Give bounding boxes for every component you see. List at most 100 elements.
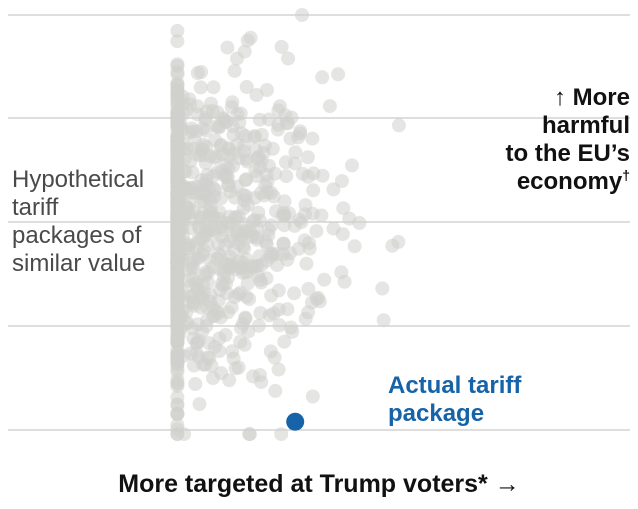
simulated-annotation-line: tariff bbox=[12, 194, 59, 221]
simulated-point bbox=[170, 141, 185, 155]
simulated-point bbox=[183, 180, 198, 195]
simulated-point bbox=[251, 205, 266, 220]
simulated-point bbox=[200, 275, 215, 290]
y-annotation-line: harmful bbox=[541, 112, 630, 139]
simulated-point bbox=[187, 141, 202, 156]
simulated-point bbox=[170, 88, 185, 103]
simulated-point bbox=[280, 302, 295, 317]
simulated-point bbox=[184, 124, 199, 139]
simulated-point bbox=[299, 256, 314, 271]
simulated-point bbox=[288, 145, 303, 160]
simulated-point bbox=[287, 286, 302, 301]
simulated-point bbox=[258, 138, 272, 153]
simulated-point bbox=[301, 169, 316, 184]
simulated-point bbox=[347, 239, 362, 254]
simulated-point bbox=[214, 366, 229, 381]
simulated-point bbox=[248, 163, 263, 178]
simulated-point bbox=[239, 80, 254, 94]
simulated-point bbox=[170, 23, 185, 38]
simulated-point bbox=[253, 306, 268, 320]
simulated-point bbox=[196, 286, 211, 301]
simulated-point bbox=[199, 222, 214, 237]
simulated-point bbox=[232, 115, 247, 130]
simulated-point bbox=[277, 208, 292, 223]
simulated-annotation-line: packages of bbox=[12, 222, 142, 249]
simulated-point bbox=[222, 219, 237, 233]
simulated-point bbox=[264, 218, 279, 233]
x-axis-label: More targeted at Trump voters* → bbox=[118, 470, 520, 498]
simulated-point bbox=[170, 281, 185, 296]
simulated-point bbox=[170, 174, 185, 189]
simulated-point bbox=[352, 216, 367, 230]
simulated-point bbox=[247, 190, 262, 205]
simulated-point bbox=[305, 389, 320, 404]
simulated-point bbox=[277, 334, 292, 349]
actual-point bbox=[286, 412, 305, 431]
simulated-point bbox=[235, 265, 250, 280]
simulated-point bbox=[277, 194, 292, 209]
simulated-point bbox=[192, 397, 207, 412]
simulated-point bbox=[190, 66, 205, 80]
simulated-point bbox=[266, 306, 281, 321]
simulated-point bbox=[322, 99, 337, 114]
simulated-point bbox=[233, 285, 248, 300]
simulated-point bbox=[241, 324, 256, 339]
dagger-mark: † bbox=[622, 167, 630, 183]
simulated-point bbox=[315, 70, 330, 85]
simulated-point bbox=[375, 281, 390, 296]
simulated-point bbox=[336, 201, 351, 216]
y-annotation-word: economy bbox=[516, 168, 623, 195]
simulated-point bbox=[312, 294, 327, 309]
simulated-point bbox=[225, 344, 240, 359]
simulated-point bbox=[176, 106, 191, 121]
simulated-point bbox=[345, 158, 359, 173]
simulated-point bbox=[240, 154, 255, 169]
simulated-point bbox=[170, 335, 185, 350]
simulated-point bbox=[317, 272, 332, 287]
simulated-point bbox=[376, 313, 391, 328]
simulated-point bbox=[242, 427, 257, 442]
simulated-point bbox=[335, 227, 350, 242]
simulated-point bbox=[250, 230, 265, 245]
simulated-point bbox=[251, 318, 266, 333]
simulated-point bbox=[238, 310, 253, 325]
simulated-point bbox=[270, 258, 285, 273]
simulated-point bbox=[186, 296, 201, 311]
simulated-point bbox=[206, 80, 221, 95]
simulated-point bbox=[391, 118, 406, 133]
simulated-point bbox=[271, 362, 286, 377]
y-annotation-line-last: economy† bbox=[410, 168, 630, 196]
simulated-point bbox=[214, 191, 228, 206]
simulated-point bbox=[207, 309, 222, 323]
y-axis-annotation: ↑ More harmful to the EU’s economy† bbox=[410, 84, 630, 196]
simulated-point bbox=[262, 112, 276, 127]
simulated-point bbox=[234, 126, 249, 141]
simulated-point bbox=[306, 183, 321, 198]
simulated-point bbox=[294, 215, 309, 230]
simulated-point bbox=[281, 51, 296, 66]
simulated-point bbox=[315, 168, 330, 183]
simulated-point bbox=[198, 113, 213, 128]
simulated-point bbox=[331, 67, 346, 82]
simulated-point bbox=[274, 39, 289, 54]
simulated-point bbox=[334, 174, 349, 188]
simulated-point bbox=[254, 153, 269, 168]
simulated-point bbox=[259, 167, 274, 182]
simulated-point bbox=[279, 169, 294, 184]
simulated-point bbox=[233, 232, 248, 246]
simulated-point bbox=[385, 238, 400, 253]
simulated-point bbox=[301, 281, 316, 296]
simulated-point bbox=[283, 320, 298, 335]
simulated-point bbox=[170, 209, 185, 224]
simulated-point bbox=[237, 337, 252, 352]
simulated-point bbox=[170, 220, 185, 235]
simulated-point bbox=[176, 348, 191, 363]
simulated-point bbox=[209, 119, 224, 134]
simulated-point bbox=[227, 63, 242, 78]
simulated-point bbox=[208, 133, 223, 148]
simulated-point bbox=[288, 156, 303, 171]
simulated-annotation: Hypothetical tariff packages of similar … bbox=[12, 166, 172, 278]
simulated-point bbox=[206, 181, 221, 196]
simulated-point bbox=[201, 209, 216, 224]
